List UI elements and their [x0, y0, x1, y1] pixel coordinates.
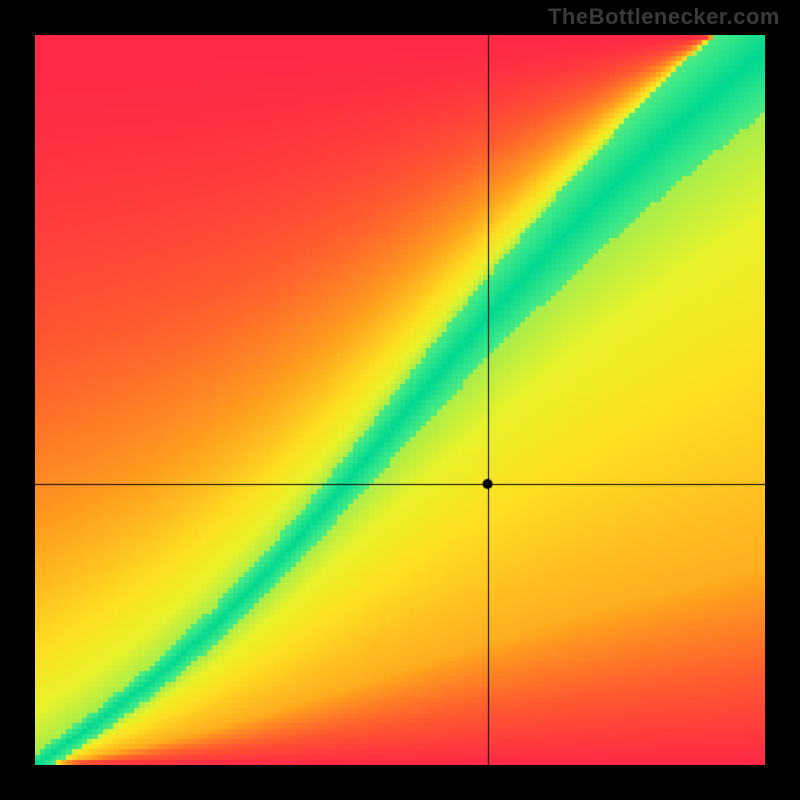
bottleneck-heatmap: [35, 35, 765, 765]
watermark-text: TheBottlenecker.com: [548, 4, 780, 30]
